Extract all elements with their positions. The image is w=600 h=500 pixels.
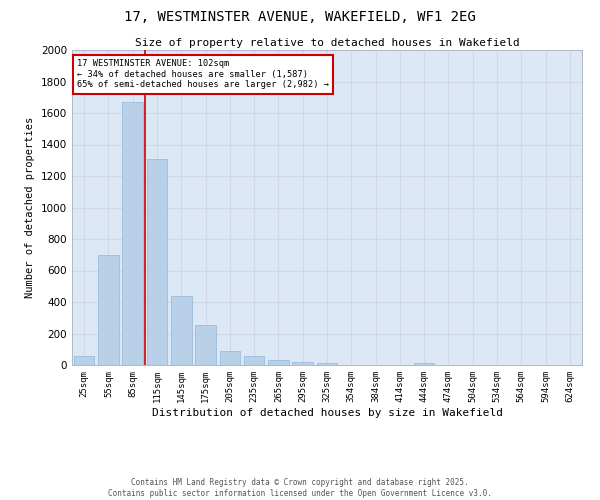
Bar [414,363,434,365]
Text: Contains HM Land Registry data © Crown copyright and database right 2025.
Contai: Contains HM Land Registry data © Crown c… [108,478,492,498]
Bar [146,158,167,365]
Bar [317,362,337,365]
Bar [268,360,289,365]
X-axis label: Distribution of detached houses by size in Wakefield: Distribution of detached houses by size … [151,408,503,418]
Text: 17, WESTMINSTER AVENUE, WAKEFIELD, WF1 2EG: 17, WESTMINSTER AVENUE, WAKEFIELD, WF1 2… [124,10,476,24]
Text: 17 WESTMINSTER AVENUE: 102sqm
← 34% of detached houses are smaller (1,587)
65% o: 17 WESTMINSTER AVENUE: 102sqm ← 34% of d… [77,60,329,89]
Y-axis label: Number of detached properties: Number of detached properties [25,117,35,298]
Bar [220,351,240,365]
Bar [122,102,143,365]
Bar [244,356,265,365]
Title: Size of property relative to detached houses in Wakefield: Size of property relative to detached ho… [134,38,520,48]
Bar [195,325,216,365]
Bar [98,255,119,365]
Bar [74,356,94,365]
Bar [171,296,191,365]
Bar [292,362,313,365]
